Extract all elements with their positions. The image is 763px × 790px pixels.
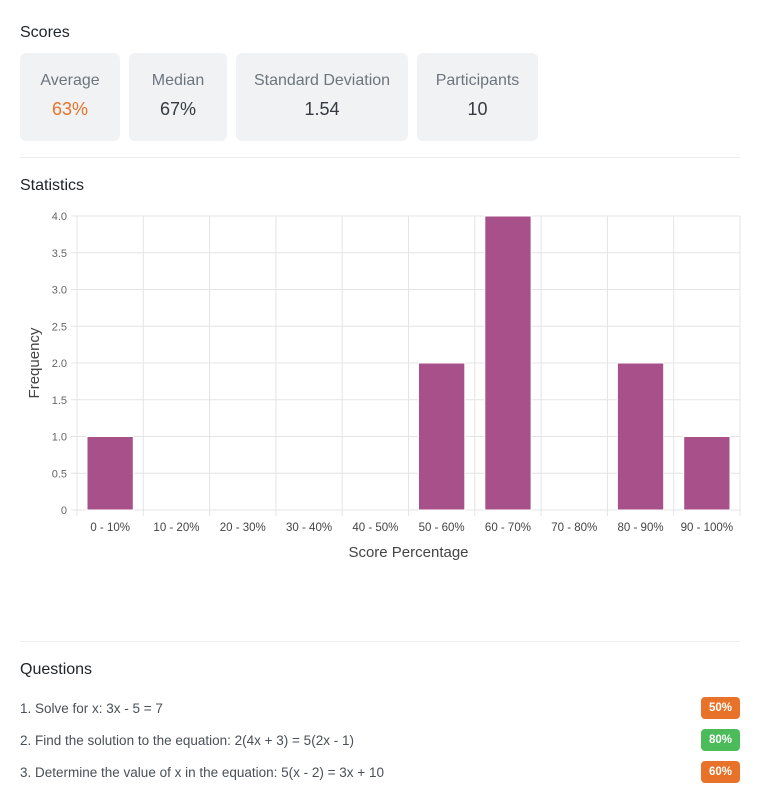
standard-deviation-label: Standard Deviation — [253, 72, 391, 89]
histogram-bar — [616, 362, 665, 511]
average-card: Average 63% — [20, 53, 120, 141]
question-text: 2. Find the solution to the equation: 2(… — [20, 732, 354, 748]
y-tick-label: 0 — [61, 505, 67, 517]
question-score-badge: 60% — [701, 761, 740, 783]
x-tick-label: 50 - 60% — [419, 522, 465, 534]
average-value: 63% — [51, 99, 89, 119]
question-text: 1. Solve for x: 3x - 5 = 7 — [20, 700, 163, 716]
score-distribution-chart: 0 0.5 1.0 1.5 2.0 2.5 3.0 3.5 4.0 0 - 10% 10 - 20%… — [26, 211, 741, 561]
participants-value: 10 — [467, 99, 488, 119]
y-tick-label: 3.5 — [52, 248, 67, 260]
scores-heading: Scores — [20, 24, 70, 41]
histogram-bar — [418, 362, 466, 511]
x-tick-label: 90 - 100% — [681, 522, 733, 534]
y-tick-label: 1.5 — [52, 395, 67, 407]
x-tick-label: 30 - 40% — [286, 522, 332, 534]
y-axis-title: Frequency — [26, 327, 43, 398]
median-label: Median — [151, 72, 205, 89]
y-tick-label: 4.0 — [52, 211, 67, 223]
question-row: 1. Solve for x: 3x - 5 = 7 50% — [20, 692, 740, 724]
question-row: 3. Determine the value of x in the equat… — [20, 756, 740, 788]
question-row: 2. Find the solution to the equation: 2(… — [20, 724, 740, 756]
histogram-bar — [484, 215, 532, 511]
x-axis-title: Score Percentage — [348, 544, 468, 561]
question-list: 1. Solve for x: 3x - 5 = 7 50% 2. Find t… — [20, 692, 740, 788]
y-tick-label: 2.0 — [52, 358, 67, 370]
x-tick-label: 10 - 20% — [153, 522, 199, 534]
x-tick-label: 70 - 80% — [551, 522, 597, 534]
median-value: 67% — [159, 99, 197, 119]
y-tick-label: 0.5 — [52, 468, 67, 480]
standard-deviation-card: Standard Deviation 1.54 — [236, 53, 408, 141]
histogram-bar — [86, 436, 134, 511]
histogram-bar — [683, 436, 731, 511]
median-card: Median 67% — [129, 53, 227, 141]
average-label: Average — [40, 72, 100, 89]
question-score-badge: 80% — [701, 729, 740, 751]
question-score-badge: 50% — [701, 697, 740, 719]
y-tick-label: 1.0 — [52, 432, 67, 444]
y-tick-label: 2.5 — [52, 321, 67, 333]
standard-deviation-value: 1.54 — [304, 99, 340, 119]
x-tick-label: 80 - 90% — [618, 522, 664, 534]
section-divider — [20, 641, 740, 642]
question-text: 3. Determine the value of x in the equat… — [20, 764, 384, 780]
x-tick-label: 60 - 70% — [485, 522, 531, 534]
y-tick-label: 3.0 — [52, 285, 67, 297]
statistics-heading: Statistics — [20, 177, 85, 194]
score-summary-cards: Average 63% Median 67% Standard Deviatio… — [20, 53, 538, 141]
x-tick-label: 0 - 10% — [90, 522, 130, 534]
participants-card: Participants 10 — [417, 53, 538, 141]
x-tick-label: 20 - 30% — [220, 522, 266, 534]
participants-label: Participants — [435, 72, 520, 89]
questions-heading: Questions — [20, 661, 93, 678]
section-divider — [20, 157, 740, 158]
x-tick-label: 40 - 50% — [352, 522, 398, 534]
